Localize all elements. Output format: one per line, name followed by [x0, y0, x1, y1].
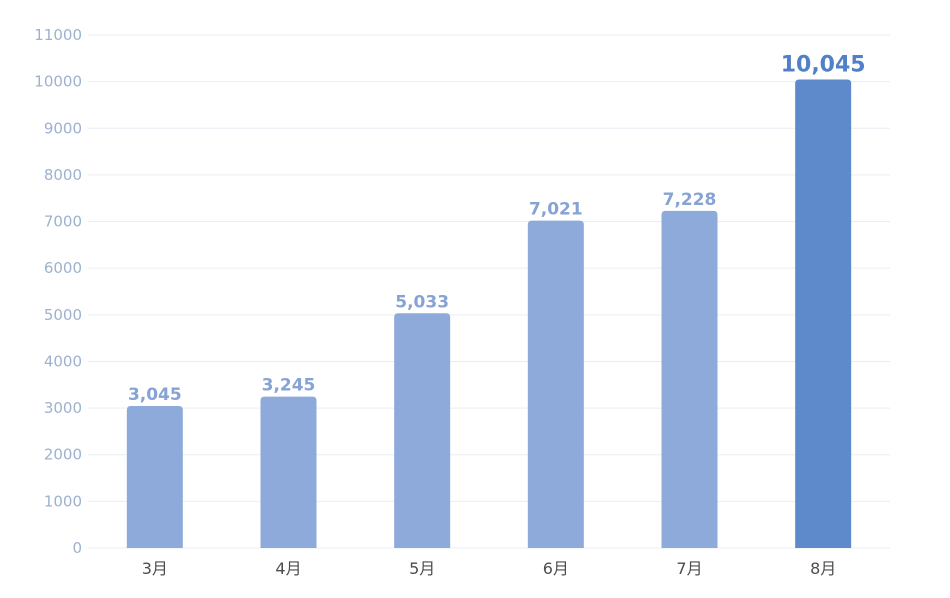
x-tick-label: 8月 — [810, 559, 836, 578]
y-tick-label: 4000 — [44, 352, 82, 370]
grid-layer — [88, 34, 890, 549]
y-tick-label: 8000 — [44, 166, 82, 184]
x-tick-label: 3月 — [142, 559, 168, 578]
bar-6月 — [527, 220, 584, 548]
x-tick-label: 4月 — [275, 559, 301, 578]
y-tick-label: 5000 — [44, 306, 82, 324]
value-label: 3,045 — [128, 385, 182, 405]
x-tick-label: 7月 — [676, 559, 702, 578]
bar-5月 — [394, 313, 451, 548]
y-tick-label: 1000 — [44, 492, 82, 510]
bar-7月 — [661, 210, 718, 549]
y-tick-label: 9000 — [44, 119, 82, 137]
y-tick-label: 10000 — [34, 73, 82, 91]
x-tick-label: 6月 — [543, 559, 569, 578]
y-tick-label: 3000 — [44, 399, 82, 417]
bar-8月 — [795, 79, 852, 549]
value-labels-layer: 3,045 3,245 5,033 7,021 7,228 10,045 — [128, 53, 866, 405]
value-label: 10,045 — [781, 53, 866, 78]
y-tick-label: 2000 — [44, 446, 82, 464]
value-label: 7,228 — [663, 190, 717, 210]
y-tick-label: 7000 — [44, 213, 82, 231]
x-tick-label: 5月 — [409, 559, 435, 578]
y-tick-label: 0 — [72, 539, 82, 557]
y-tick-label: 11000 — [34, 26, 82, 44]
y-axis: 0 1000 2000 3000 4000 5000 6000 7000 8000 9000 100… — [34, 26, 82, 557]
bar-3月 — [126, 405, 183, 548]
value-label: 5,033 — [395, 292, 449, 312]
y-tick-label: 6000 — [44, 259, 82, 277]
x-axis: 3月 4月 5月 6月 7月 8月 — [142, 559, 837, 578]
bar-4月 — [260, 396, 317, 548]
bars-layer — [126, 79, 852, 549]
value-label: 3,245 — [262, 376, 316, 396]
value-label: 7,021 — [529, 200, 583, 220]
